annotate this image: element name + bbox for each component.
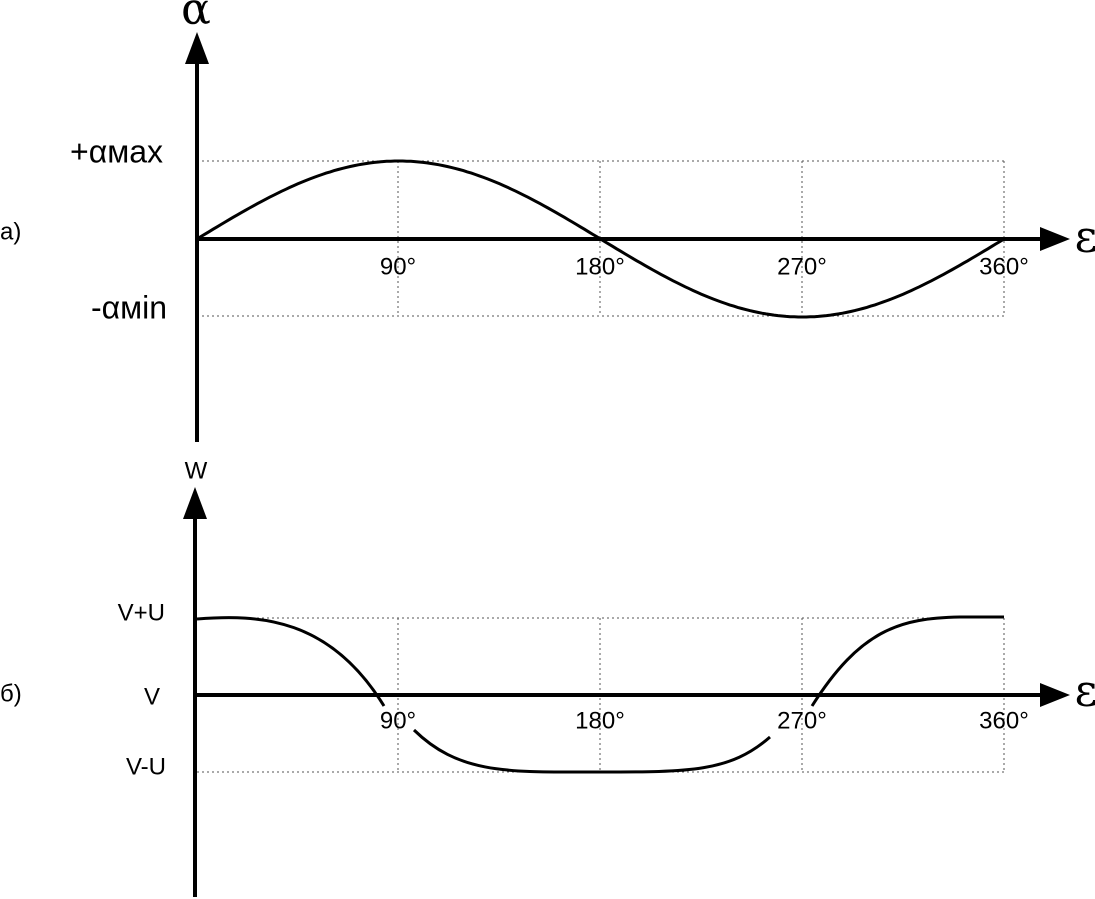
w-curve — [196, 616, 386, 707]
x-label: 270° — [777, 253, 827, 280]
x-label: 180° — [575, 707, 625, 734]
x-label: 180° — [575, 253, 625, 280]
x-label: 360° — [979, 707, 1029, 734]
y-label: V+U — [118, 599, 165, 626]
x-label: 270° — [777, 707, 827, 734]
y-axis-label: α — [181, 0, 211, 35]
w-curve — [810, 615, 1004, 707]
y-label: V-U — [126, 753, 166, 780]
w-curve — [412, 728, 771, 774]
alpha-curve — [196, 159, 1005, 319]
panel-a: α ε +αмах -αмin а) 90° 180° 270° 360° — [0, 0, 1095, 442]
x-label: 360° — [979, 253, 1029, 280]
x-arrow — [1040, 227, 1070, 251]
y-label: +αмах — [70, 133, 163, 169]
y-arrow — [185, 32, 209, 64]
y-label: -αмin — [91, 289, 167, 325]
y-label: V — [144, 683, 160, 710]
y-arrow — [183, 487, 207, 519]
panel-label: б) — [0, 680, 22, 707]
x-label: 90° — [380, 253, 416, 280]
panel-label: а) — [0, 218, 21, 245]
y-axis-label: W — [185, 457, 208, 484]
panel-b: W ε V+U V V-U б) 90° 180° 270° 360° — [0, 457, 1095, 897]
x-axis-label: ε — [1075, 666, 1095, 717]
grid-lines — [197, 160, 1005, 317]
x-label: 90° — [380, 707, 416, 734]
x-arrow — [1040, 683, 1070, 707]
x-axis-label: ε — [1075, 212, 1095, 263]
